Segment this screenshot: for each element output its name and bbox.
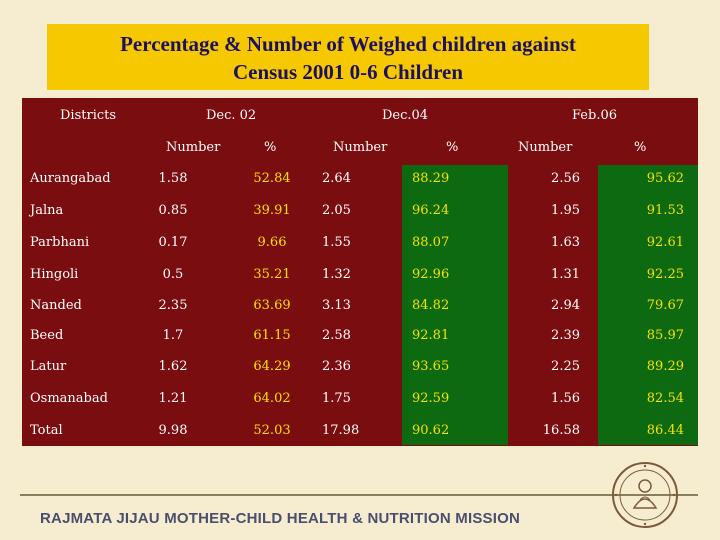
subheader-5: %	[634, 140, 647, 155]
subheader-4: Number	[518, 140, 573, 155]
slide-title: Percentage & Number of Weighed children …	[47, 24, 649, 90]
header-districts: Districts	[60, 108, 117, 123]
district-name: Latur	[30, 359, 67, 374]
district-name: Total	[30, 423, 63, 438]
table-cell: 91.53	[646, 203, 684, 218]
subheader-3: %	[446, 140, 459, 155]
table-cell: 82.54	[646, 391, 684, 406]
table-cell: 89.29	[646, 359, 684, 374]
district-name: Hingoli	[30, 267, 79, 282]
table-cell: 64.29	[253, 359, 291, 374]
table-cell: 52.84	[253, 171, 291, 186]
table-cell: 1.75	[322, 391, 351, 406]
title-line-1: Percentage & Number of Weighed children …	[120, 32, 576, 56]
footer-mission-name: RAJMATA JIJAU MOTHER-CHILD HEALTH & NUTR…	[40, 510, 521, 527]
mission-emblem-icon	[612, 462, 678, 528]
title-line-2: Census 2001 0-6 Children	[232, 60, 464, 84]
district-name: Aurangabad	[30, 171, 111, 186]
table-cell: 1.32	[322, 267, 351, 282]
table-cell: 1.21	[158, 391, 188, 406]
table-cell: 64.02	[253, 391, 291, 406]
table-cell: 1.62	[158, 359, 188, 374]
table-cell: 39.91	[253, 203, 291, 218]
table-cell: 1.55	[322, 235, 351, 250]
table-cell: 0.85	[158, 203, 188, 218]
table-cell: 2.36	[322, 359, 351, 374]
table-cell: 95.62	[646, 171, 684, 186]
table-cell: 84.82	[412, 298, 450, 313]
district-name: Parbhani	[30, 235, 90, 250]
table-cell: 88.07	[412, 235, 450, 250]
period-feb06: Feb.06	[572, 108, 617, 123]
highlight-dec04-percent	[402, 165, 508, 445]
district-name: Osmanabad	[30, 391, 108, 406]
table-cell: 92.59	[412, 391, 450, 406]
table-cell: 61.15	[253, 328, 291, 343]
table-cell: 2.58	[322, 328, 351, 343]
table-cell: 2.39	[551, 328, 580, 343]
table-cell: 96.24	[412, 203, 450, 218]
table-cell: 85.97	[646, 328, 684, 343]
table-cell: 0.5	[162, 267, 184, 282]
table-cell: 2.94	[551, 298, 580, 313]
table-cell: 1.31	[551, 267, 580, 282]
table-cell: 1.95	[551, 203, 580, 218]
table-cell: 1.58	[158, 171, 188, 186]
table-cell: 2.64	[322, 171, 351, 186]
table-cell: 90.62	[412, 423, 450, 438]
table-cell: 2.25	[551, 359, 580, 374]
table-cell: 86.44	[646, 423, 684, 438]
table-cell: 3.13	[322, 298, 351, 313]
table-cell: 92.61	[646, 235, 684, 250]
district-name: Beed	[30, 328, 64, 343]
table-cell: 1.7	[162, 328, 184, 343]
subheader-2: Number	[333, 140, 388, 155]
table-cell: 63.69	[253, 298, 291, 313]
footer-divider	[20, 494, 698, 496]
table-cell: 9.66	[257, 235, 287, 250]
subheader-0: Number	[166, 140, 221, 155]
table-cell: 92.96	[412, 267, 450, 282]
table-cell: 52.03	[253, 423, 291, 438]
district-name: Jalna	[30, 203, 64, 218]
table-cell: 17.98	[322, 423, 360, 438]
district-name: Nanded	[30, 298, 82, 313]
highlight-feb06-percent	[598, 165, 698, 445]
table-cell: 93.65	[412, 359, 450, 374]
subheader-1: %	[264, 140, 277, 155]
table-cell: 79.67	[646, 298, 684, 313]
table-cell: 2.56	[551, 171, 580, 186]
table-cell: 1.56	[551, 391, 580, 406]
period-dec02: Dec. 02	[206, 108, 257, 123]
table-cell: 35.21	[253, 267, 291, 282]
table-cell: 9.98	[158, 423, 188, 438]
table-cell: 92.25	[646, 267, 684, 282]
table-cell: 0.17	[158, 235, 188, 250]
period-dec04: Dec.04	[382, 108, 429, 123]
table-cell: 88.29	[412, 171, 450, 186]
table-cell: 16.58	[542, 423, 580, 438]
table-cell: 92.81	[412, 328, 450, 343]
table-cell: 2.35	[158, 298, 188, 313]
table-cell: 2.05	[322, 203, 351, 218]
table-cell: 1.63	[551, 235, 580, 250]
data-table: Districts Dec. 02 Dec.04 Feb.06 Number% Numbe…	[22, 98, 698, 446]
